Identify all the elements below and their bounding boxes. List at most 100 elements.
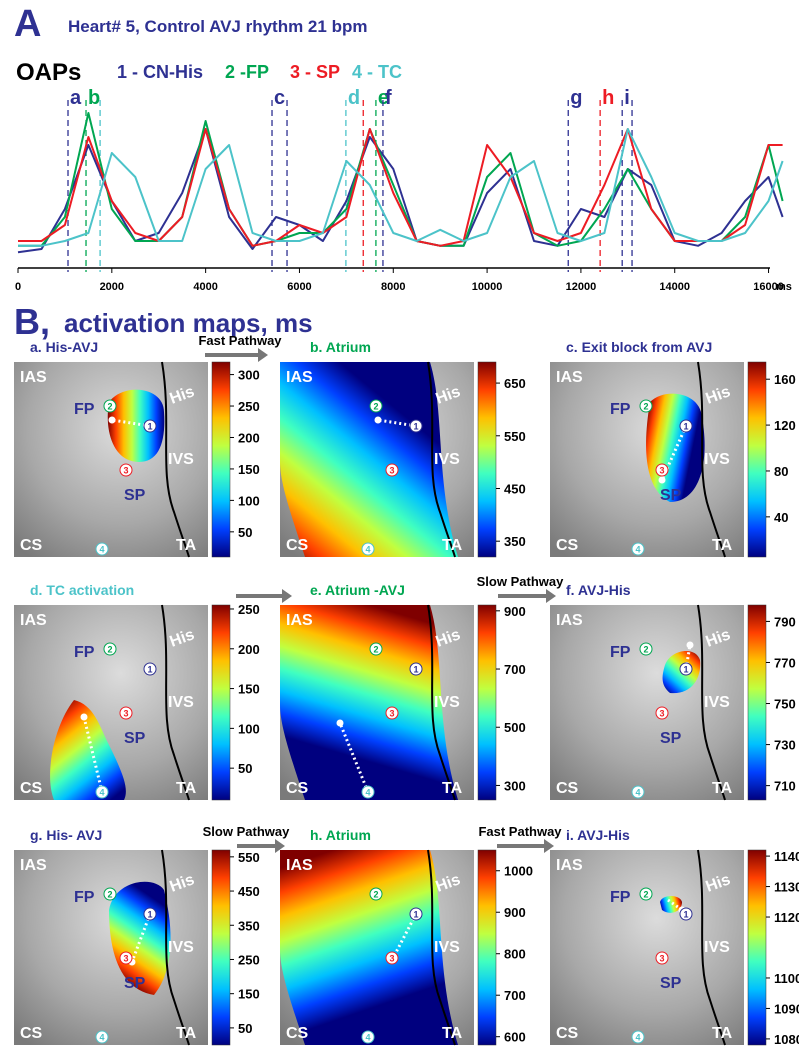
connector-label: Fast Pathway [198, 333, 282, 348]
x-axis-label: ms [776, 281, 792, 293]
map-title: f. AVJ-His [566, 582, 631, 598]
anatomy-label: CS [20, 537, 43, 554]
colorbar-tick-label: 50 [238, 1021, 252, 1036]
anatomy-label: IVS [168, 694, 194, 711]
anatomy-label: CS [286, 780, 309, 797]
site-number: 2 [107, 890, 112, 900]
anatomy-label: TA [176, 1025, 197, 1042]
anatomy-label: TA [176, 780, 197, 797]
anatomy-label: CS [20, 1025, 43, 1042]
ta-boundary [427, 604, 456, 801]
chart-title: Heart# 5, Control AVJ rhythm 21 bpm [68, 17, 367, 36]
anatomy-label: FP [610, 889, 631, 906]
site-number: 2 [643, 645, 648, 655]
colorbar-tick-label: 40 [774, 510, 788, 525]
site-marker [361, 542, 375, 556]
anatomy-label: IAS [286, 612, 313, 629]
colorbar-tick-label: 710 [774, 779, 796, 794]
map-title: a. His-AVJ [30, 339, 98, 355]
site-number: 2 [373, 645, 378, 655]
anatomy-label: TA [442, 780, 463, 797]
site-marker [631, 785, 645, 799]
section-title: activation maps, ms [64, 308, 313, 338]
site-marker [103, 887, 117, 901]
site-number: 2 [107, 645, 112, 655]
arrow-head [686, 641, 694, 649]
event-label: d [348, 87, 360, 109]
ta-boundary [427, 361, 456, 558]
site-marker [655, 463, 669, 477]
ta-boundary [697, 361, 726, 558]
anatomy-label: TA [712, 780, 733, 797]
colorbar-tick-label: 100 [238, 493, 260, 508]
map-title: h. Atrium [310, 827, 371, 843]
activation-region [646, 393, 705, 502]
colorbar-tick-label: 650 [504, 376, 526, 391]
anatomy-label: IAS [20, 857, 47, 874]
anatomy-label: SP [124, 487, 146, 504]
event-label: a [70, 87, 82, 109]
site-marker [409, 907, 423, 921]
event-label: c [274, 87, 285, 109]
anatomy-label: IVS [704, 451, 730, 468]
connector-arrow-head [258, 348, 268, 362]
colorbar-tick-label: 150 [238, 987, 260, 1002]
site-number: 3 [389, 709, 394, 719]
colorbar-tick-label: 200 [238, 642, 260, 657]
panel-letter: B, [14, 301, 50, 342]
x-tick-label: 12000 [566, 281, 597, 293]
connector-label: Fast Pathway [478, 824, 562, 839]
site-number: 3 [123, 466, 128, 476]
anatomy-label: SP [660, 487, 682, 504]
connector-arrow-head [544, 839, 554, 853]
colorbar-tick-label: 250 [238, 602, 260, 617]
connector-arrow-head [282, 589, 292, 603]
x-tick-label: 10000 [472, 281, 503, 293]
ta-boundary [161, 604, 190, 801]
anatomy-label: IVS [168, 451, 194, 468]
colorbar-tick-label: 800 [504, 947, 526, 962]
site-number: 4 [635, 545, 640, 555]
panel-letter: A [14, 3, 41, 45]
anatomy-label: CS [556, 537, 579, 554]
activation-region [107, 389, 165, 462]
colorbar-tick-label: 450 [238, 884, 260, 899]
anatomy-label: FP [610, 644, 631, 661]
connector-arrow-head [275, 839, 285, 853]
map-title: i. AVJ-His [566, 827, 630, 843]
site-marker [361, 1030, 375, 1044]
map-title: e. Atrium -AVJ [310, 582, 405, 598]
site-marker [95, 1030, 109, 1044]
site-marker [409, 662, 423, 676]
activation-region [280, 362, 458, 557]
site-number: 1 [413, 422, 418, 432]
x-tick-label: 0 [15, 281, 21, 293]
colorbar-tick-label: 350 [504, 534, 526, 549]
site-number: 3 [389, 954, 394, 964]
colorbar [477, 604, 497, 801]
site-marker [385, 706, 399, 720]
ta-boundary [427, 849, 456, 1046]
site-number: 3 [123, 709, 128, 719]
anatomy-label: CS [556, 780, 579, 797]
arrow-head [336, 719, 344, 727]
anatomy-label: IAS [20, 369, 47, 386]
site-marker [143, 419, 157, 433]
anatomy-label: IAS [20, 612, 47, 629]
legend-entry: 2 -FP [225, 62, 269, 82]
site-number: 2 [107, 402, 112, 412]
site-marker [639, 887, 653, 901]
colorbar [211, 361, 231, 558]
site-marker [143, 662, 157, 676]
site-number: 2 [373, 890, 378, 900]
anatomy-label: TA [712, 537, 733, 554]
site-number: 1 [147, 422, 152, 432]
x-tick-label: 14000 [659, 281, 690, 293]
site-marker [95, 542, 109, 556]
site-marker [631, 542, 645, 556]
site-marker [639, 642, 653, 656]
